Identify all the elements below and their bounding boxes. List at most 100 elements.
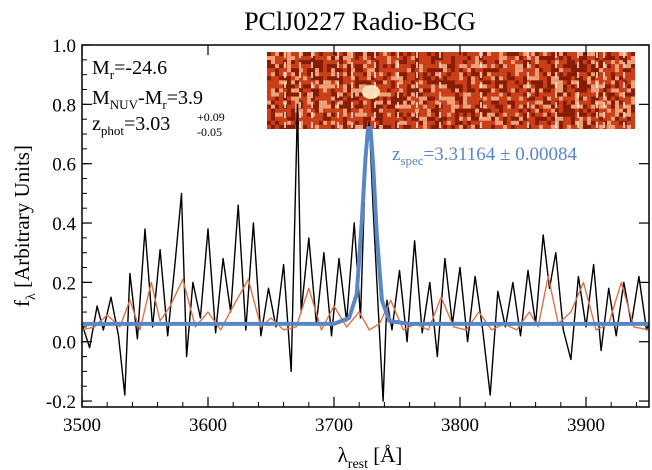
inset-pixel [447, 120, 451, 125]
inset-pixel [483, 84, 487, 89]
inset-pixel [531, 64, 535, 69]
inset-pixel [539, 124, 543, 129]
inset-pixel [267, 60, 271, 65]
annotation-zphot-sub: phot [101, 123, 125, 138]
inset-pixel [319, 60, 323, 65]
inset-pixel [619, 124, 623, 129]
inset-pixel [379, 100, 383, 105]
inset-pixel [359, 112, 363, 117]
inset-pixel [471, 92, 475, 97]
inset-pixel [623, 52, 627, 57]
inset-pixel [395, 80, 399, 85]
inset-pixel [403, 52, 407, 57]
inset-pixel [339, 112, 343, 117]
inset-pixel [551, 72, 555, 77]
inset-pixel [511, 52, 515, 57]
inset-pixel [543, 120, 547, 125]
inset-pixel [567, 72, 571, 77]
inset-pixel [383, 124, 387, 129]
inset-pixel [523, 120, 527, 125]
inset-pixel [571, 120, 575, 125]
inset-pixel [487, 52, 491, 57]
inset-pixel [519, 72, 523, 77]
inset-pixel [531, 104, 535, 109]
inset-pixel [419, 96, 423, 101]
inset-pixel [387, 100, 391, 105]
inset-pixel [535, 52, 539, 57]
inset-pixel [455, 84, 459, 89]
inset-pixel [415, 68, 419, 73]
inset-pixel [619, 100, 623, 105]
annotation-color-mid: -M [138, 87, 163, 109]
inset-pixel [539, 72, 543, 77]
inset-pixel [587, 124, 591, 129]
inset-pixel [395, 72, 399, 77]
inset-pixel [295, 80, 299, 85]
inset-pixel [511, 60, 515, 65]
inset-pixel [631, 72, 635, 77]
inset-pixel [383, 100, 387, 105]
inset-pixel [427, 124, 431, 129]
inset-pixel [279, 52, 283, 57]
inset-pixel [339, 108, 343, 113]
inset-pixel [327, 96, 331, 101]
inset-pixel [407, 76, 411, 81]
inset-pixel [563, 64, 567, 69]
inset-pixel [547, 80, 551, 85]
inset-pixel [495, 92, 499, 97]
inset-pixel [367, 112, 371, 117]
inset-pixel [611, 88, 615, 93]
inset-pixel [283, 96, 287, 101]
inset-pixel [327, 116, 331, 121]
inset-pixel [315, 60, 319, 65]
inset-pixel [503, 52, 507, 57]
inset-pixel [619, 76, 623, 81]
inset-pixel [383, 76, 387, 81]
inset-pixel [579, 104, 583, 109]
inset-pixel [619, 68, 623, 73]
inset-pixel [555, 96, 559, 101]
inset-pixel [495, 72, 499, 77]
y-axis-label-base: f [10, 300, 34, 307]
inset-pixel [631, 104, 635, 109]
inset-pixel [615, 104, 619, 109]
inset-pixel [595, 116, 599, 121]
inset-pixel [431, 116, 435, 121]
inset-pixel [339, 96, 343, 101]
inset-pixel [323, 96, 327, 101]
inset-pixel [583, 124, 587, 129]
inset-pixel [503, 80, 507, 85]
inset-pixel [315, 104, 319, 109]
inset-pixel [563, 52, 567, 57]
inset-pixel [623, 124, 627, 129]
inset-pixel [431, 80, 435, 85]
inset-pixel [531, 88, 535, 93]
inset-pixel [627, 64, 631, 69]
inset-pixel [367, 56, 371, 61]
inset-pixel [551, 96, 555, 101]
inset-pixel [431, 124, 435, 129]
inset-pixel [519, 124, 523, 129]
inset-pixel [363, 80, 367, 85]
inset-pixel [295, 96, 299, 101]
inset-pixel [435, 60, 439, 65]
inset-pixel [339, 104, 343, 109]
inset-pixel [399, 60, 403, 65]
inset-pixel [319, 80, 323, 85]
inset-pixel [623, 64, 627, 69]
inset-pixel [411, 100, 415, 105]
inset-pixel [451, 56, 455, 61]
inset-pixel [599, 68, 603, 73]
inset-pixel [443, 88, 447, 93]
inset-pixel [339, 116, 343, 121]
inset-pixel [359, 88, 363, 93]
inset-pixel [363, 60, 367, 65]
inset-pixel [563, 60, 567, 65]
inset-pixel [471, 68, 475, 73]
inset-pixel [451, 100, 455, 105]
inset-pixel [463, 76, 467, 81]
inset-pixel [511, 84, 515, 89]
inset-pixel [271, 104, 275, 109]
inset-pixel [531, 72, 535, 77]
inset-pixel [491, 124, 495, 129]
